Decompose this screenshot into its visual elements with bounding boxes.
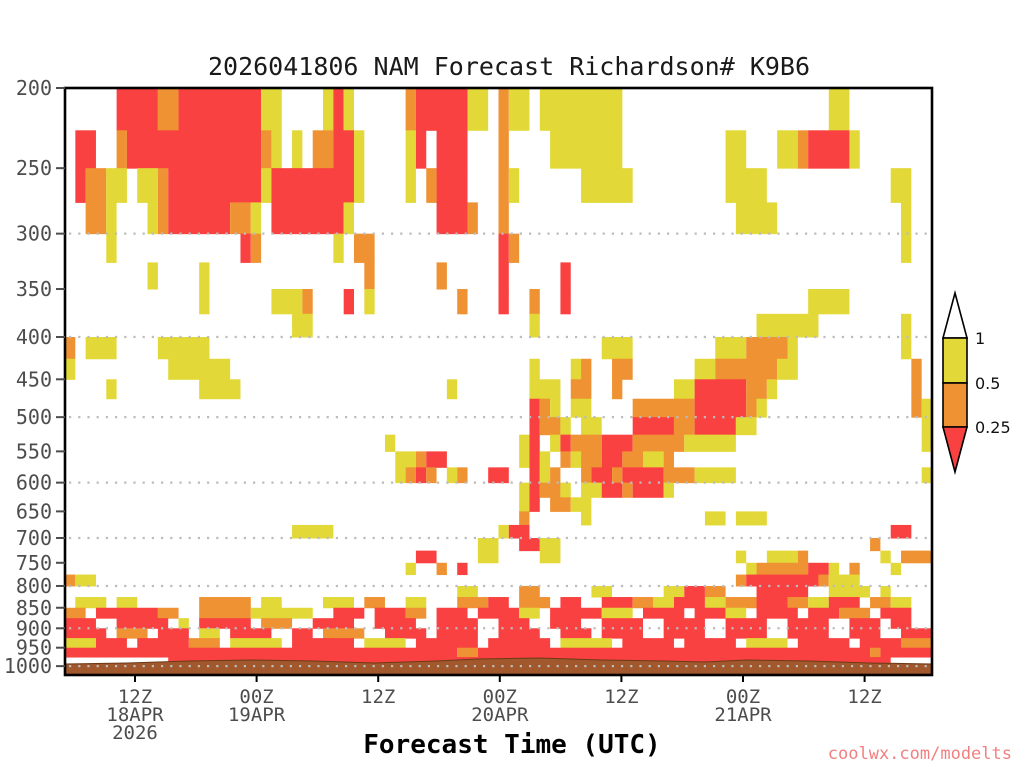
- pressure-tick-label: 1000: [4, 654, 52, 678]
- colorbar-bottom-triangle: [941, 426, 969, 476]
- pressure-tick-label: 300: [16, 222, 52, 246]
- terrain-surface: [64, 657, 933, 676]
- colorbar-top-triangle: [941, 289, 969, 339]
- pressure-tick-label: 250: [16, 156, 52, 180]
- plot-border: [63, 86, 934, 677]
- date-label: 21APR: [714, 704, 772, 726]
- year-label: 2026: [112, 722, 158, 744]
- time-tick-label: 00Z: [726, 686, 760, 708]
- pressure-tick-label: 450: [16, 367, 52, 391]
- pressure-tick-label: 700: [16, 526, 52, 550]
- colorbar-label: 1: [975, 329, 985, 348]
- y-axis-pressure: 200 250 300 350 400 450 500 550 600 650 7007508008…: [4, 76, 65, 678]
- time-tick-label: 12Z: [361, 686, 395, 708]
- chart-title: 2026041806 NAM Forecast Richardson# K9B6: [207, 52, 811, 81]
- date-label: 19APR: [228, 704, 286, 726]
- colorbar-orange-segment: [942, 382, 968, 428]
- pressure-tick-label: 350: [16, 277, 52, 301]
- watermark-link[interactable]: coolwx.com/modelts: [827, 744, 1012, 764]
- time-tick-label: 12Z: [847, 686, 881, 708]
- time-tick-label: 12Z: [118, 686, 152, 708]
- date-label: 20APR: [471, 704, 529, 726]
- pressure-tick-label: 800: [16, 574, 52, 598]
- colorbar-yellow-segment: [942, 337, 968, 384]
- pressure-tick-label: 500: [16, 405, 52, 429]
- colorbar-label: 0.25: [975, 418, 1011, 437]
- time-tick-label: 12Z: [604, 686, 638, 708]
- time-tick-label: 00Z: [483, 686, 517, 708]
- pressure-tick-label: 600: [16, 471, 52, 495]
- time-tick-label: 00Z: [239, 686, 273, 708]
- date-label: 18APR: [106, 704, 164, 726]
- colorbar: 1 0.5 0.25: [941, 289, 1011, 476]
- heatmap-cells: [65, 88, 932, 667]
- pressure-tick-label: 750: [16, 551, 52, 575]
- pressure-tick-label: 200: [16, 76, 52, 100]
- pressure-tick-label: 900: [16, 616, 52, 640]
- pressure-tick-label: 950: [16, 636, 52, 660]
- pressure-tick-label: 550: [16, 439, 52, 463]
- pressure-tick-label: 400: [16, 325, 52, 349]
- colorbar-label: 0.5: [975, 374, 1000, 393]
- pressure-tick-label: 650: [16, 499, 52, 523]
- pressure-tick-label: 850: [16, 596, 52, 620]
- x-axis-title: Forecast Time (UTC): [363, 730, 661, 760]
